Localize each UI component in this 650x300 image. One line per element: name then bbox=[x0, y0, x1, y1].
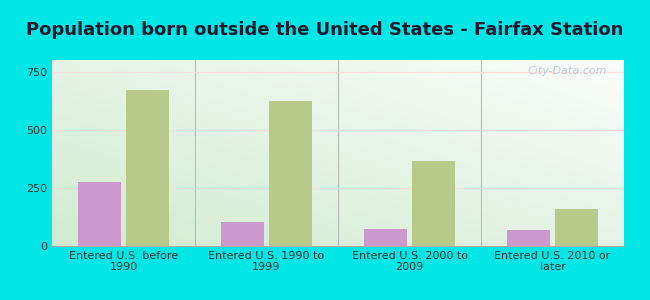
Bar bbox=[364, 229, 407, 246]
Text: Population born outside the United States - Fairfax Station: Population born outside the United State… bbox=[26, 21, 624, 39]
Bar bbox=[555, 209, 598, 246]
Bar bbox=[221, 222, 264, 246]
Bar bbox=[269, 101, 312, 246]
Bar bbox=[78, 182, 121, 246]
Text: City-Data.com: City-Data.com bbox=[527, 66, 607, 76]
Bar bbox=[126, 90, 169, 246]
Bar bbox=[412, 161, 455, 246]
Bar bbox=[507, 230, 550, 246]
